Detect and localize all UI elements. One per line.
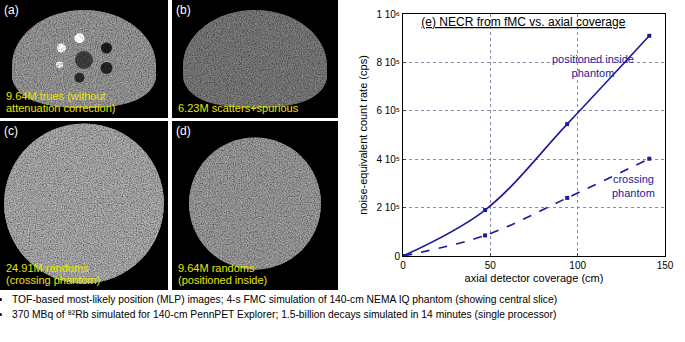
svg-text:150: 150 — [657, 260, 674, 271]
svg-text:axial detector coverage (cm): axial detector coverage (cm) — [465, 272, 604, 284]
svg-text:9.64M randoms: 9.64M randoms — [178, 262, 255, 274]
html-text:370 MBq of ⁸²Rb simulated for: 370 MBq of ⁸²Rb simulated for 140-cm Pen… — [12, 309, 557, 320]
svg-text:4 10⁵: 4 10⁵ — [376, 154, 400, 165]
svg-text:50: 50 — [485, 260, 497, 271]
svg-text:(d): (d) — [176, 124, 191, 138]
html-text:TOF-based most-likely position: TOF-based most-likely position (MLP) ima… — [12, 294, 558, 305]
svg-text:0: 0 — [394, 251, 400, 262]
svg-text:crossingphantom: crossingphantom — [612, 173, 655, 199]
svg-text:8 10⁵: 8 10⁵ — [376, 57, 400, 68]
svg-text:6 10⁵: 6 10⁵ — [376, 105, 400, 116]
svg-text:(b): (b) — [176, 3, 191, 17]
svg-text:100: 100 — [569, 260, 586, 271]
svg-text:2 10⁵: 2 10⁵ — [376, 202, 400, 213]
svg-text:1 10⁶: 1 10⁶ — [376, 9, 400, 20]
svg-text:24.91M randoms: 24.91M randoms — [6, 262, 89, 274]
svg-text:(a): (a) — [4, 3, 19, 17]
svg-text:noise-equivalent count rate (c: noise-equivalent count rate (cps) — [357, 55, 369, 215]
svg-text:positioned insidephantom: positioned insidephantom — [552, 53, 634, 79]
svg-text:(c): (c) — [4, 124, 18, 138]
svg-text:(crossing phantom): (crossing phantom) — [6, 274, 100, 286]
svg-text:(e) NECR from fMC vs. axial co: (e) NECR from fMC vs. axial coverage — [421, 15, 625, 29]
svg-text:(positioned inside): (positioned inside) — [178, 274, 267, 286]
svg-text:6.23M scatters+spurious: 6.23M scatters+spurious — [178, 102, 299, 114]
svg-text:attenuation correction): attenuation correction) — [6, 102, 115, 114]
svg-text:9.64M trues (without: 9.64M trues (without — [6, 90, 106, 102]
svg-text:0: 0 — [400, 260, 406, 271]
